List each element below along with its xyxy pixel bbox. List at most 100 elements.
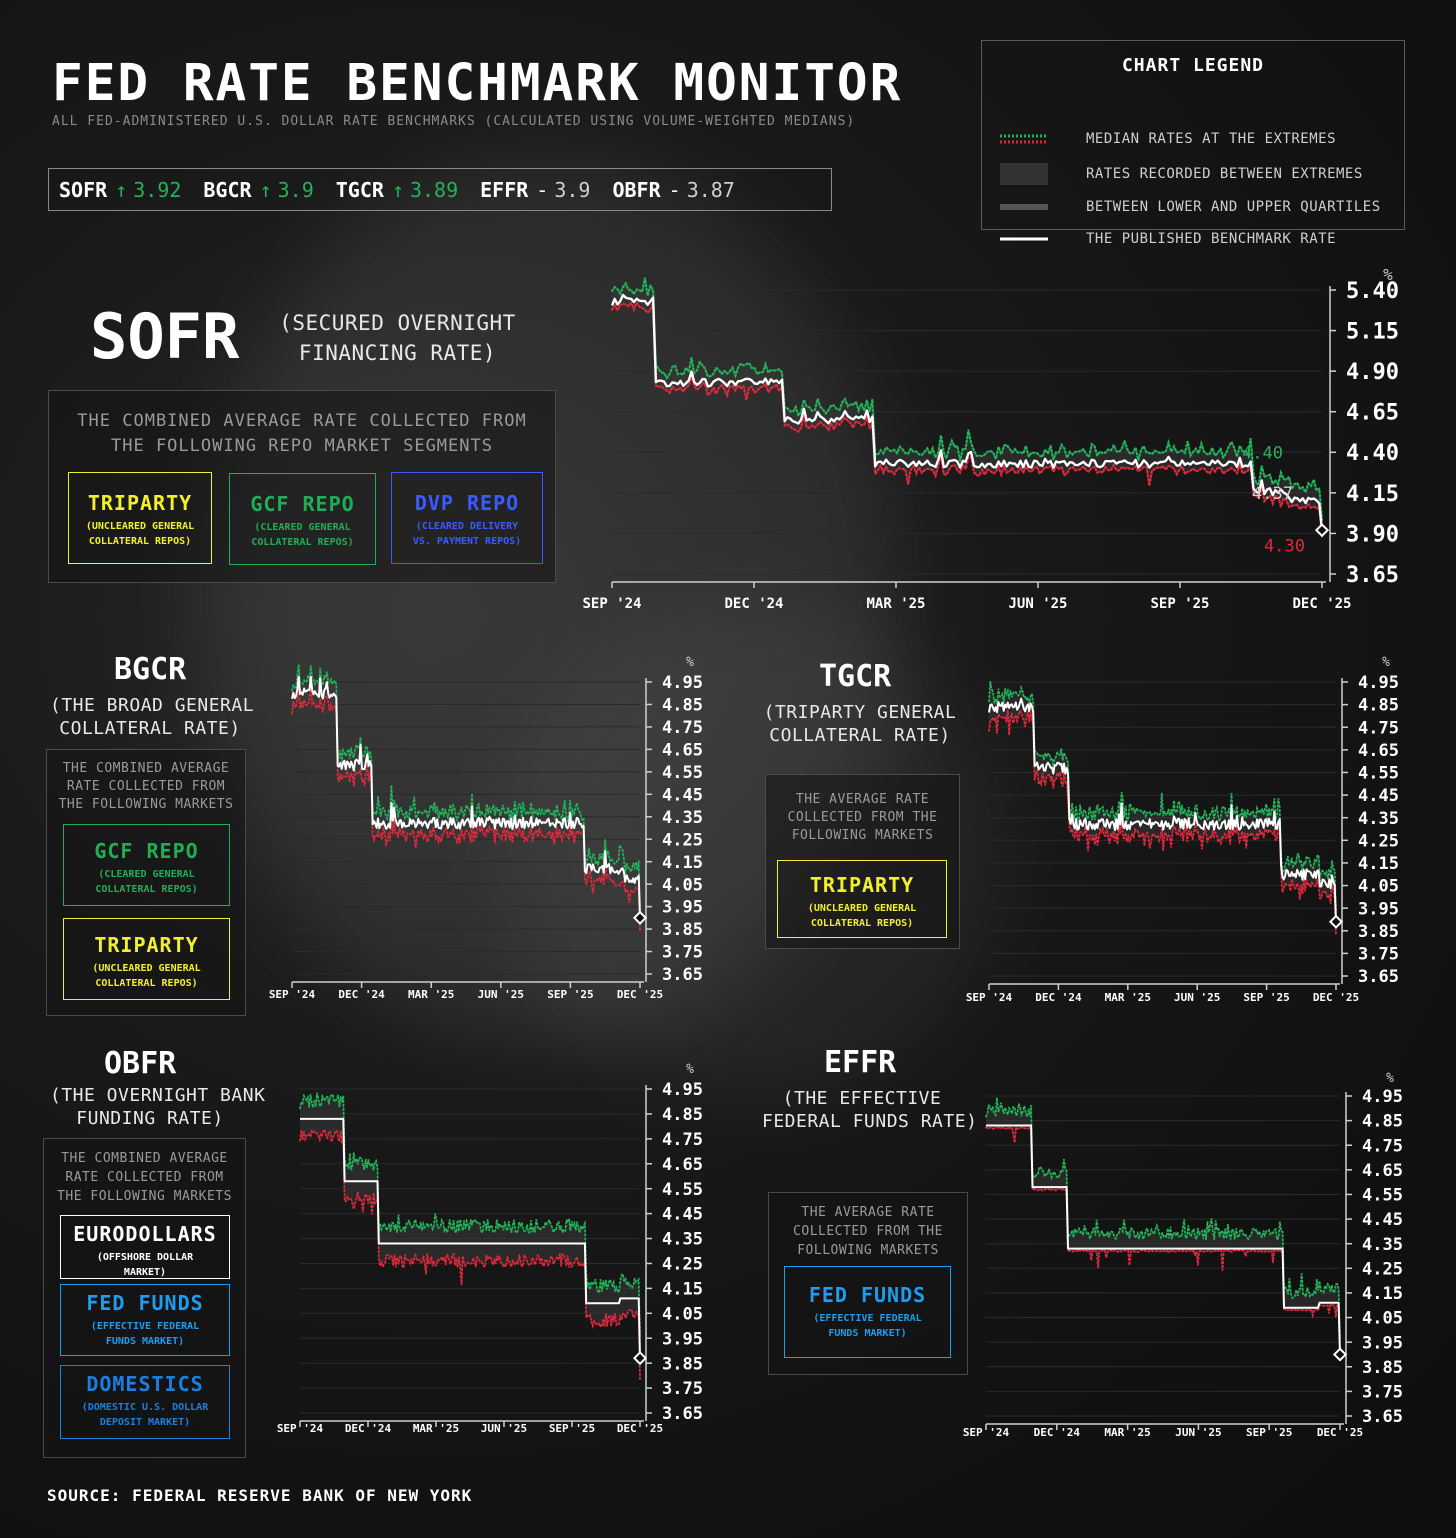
- x-tick-label: MAR '25: [413, 1422, 459, 1435]
- series-upper-extreme: [610, 277, 1324, 521]
- y-tick-label: 3.65: [662, 965, 703, 985]
- y-tick-label: 4.95: [1362, 1087, 1403, 1107]
- x-tick-label: JUN '25: [1008, 596, 1067, 612]
- bgcr-full-name: (THE BROAD GENERAL COLLATERAL RATE): [50, 694, 254, 740]
- tgcr-chart: 4.95 4.854.75 4.65 4.554.45 4.354.25 4.15 4.05…: [966, 655, 1399, 1004]
- series-benchmark-line: [291, 675, 641, 918]
- x-tick-label: DEC '25: [1317, 1426, 1363, 1439]
- y-tick-label: 4.25: [662, 1255, 703, 1275]
- market-desc: (CLEARED GENERAL: [98, 869, 195, 880]
- y-tick-label: 4.95: [662, 673, 703, 693]
- series-lower-extreme: [985, 1125, 1341, 1358]
- y-tick-label: 4.15: [662, 1280, 703, 1300]
- unit-label: %: [686, 655, 694, 670]
- x-tick-label: JUN '25: [478, 988, 524, 1001]
- y-tick-label: 4.85: [662, 1105, 703, 1125]
- y-tick-label: 4.15: [662, 853, 703, 873]
- y-tick-label: 4.75: [1358, 718, 1399, 738]
- series-benchmark-line: [988, 697, 1337, 922]
- y-tick-label: 4.45: [662, 785, 703, 805]
- up-arrow-icon: ↑: [259, 177, 272, 202]
- y-tick-label: 4.85: [1362, 1112, 1403, 1132]
- market-desc: DEPOSIT MARKET): [99, 1417, 191, 1428]
- x-tick-label: SEP '24: [269, 988, 316, 1001]
- x-tick-label: SEP '24: [966, 991, 1013, 1004]
- effr-full-name: (THE EFFECTIVE FEDERAL FUNDS RATE): [762, 1087, 978, 1133]
- y-tick-label: 4.55: [1358, 764, 1399, 784]
- flat-dash-icon: -: [668, 177, 681, 202]
- series-lower-extreme: [610, 300, 1324, 538]
- y-tick-label: 4.65: [1362, 1161, 1403, 1181]
- y-tick-label: 4.55: [662, 1180, 703, 1200]
- effr-full-line-2: FEDERAL FUNDS RATE): [762, 1111, 978, 1132]
- annotation-upper: 4.40: [1242, 443, 1283, 463]
- series-upper-extreme: [299, 1092, 641, 1336]
- effr-segments-box: THE AVERAGE RATE COLLECTED FROM THE FOLL…: [768, 1192, 968, 1375]
- market-desc: (DOMESTIC U.S. DOLLAR: [81, 1402, 209, 1413]
- effr-market-fedfunds: FED FUNDS (EFFECTIVE FEDERAL FUNDS MARKET): [784, 1266, 951, 1358]
- ticker-name: BGCR: [203, 177, 252, 202]
- y-tick-label: 3.95: [1358, 899, 1399, 919]
- sofr-desc-line-2: THE FOLLOWING REPO MARKET SEGMENTS: [111, 436, 493, 456]
- series-benchmark-line: [986, 1124, 1341, 1355]
- y-tick-label: 3.95: [1362, 1333, 1403, 1353]
- market-desc: COLLATERAL REPOS): [251, 537, 354, 548]
- y-tick-label: 4.40: [1346, 441, 1399, 466]
- extremes-range-area: [292, 664, 640, 932]
- unit-label: %: [1386, 1071, 1394, 1086]
- y-tick-label: 3.85: [1358, 922, 1399, 942]
- source-note: SOURCE: FEDERAL RESERVE BANK OF NEW YORK: [47, 1486, 473, 1505]
- tgcr-market-triparty: TRIPARTY (UNCLEARED GENERAL COLLATERAL REP…: [777, 860, 947, 938]
- tgcr-name: TGCR: [819, 659, 892, 694]
- obfr-segments-box: THE COMBINED AVERAGE RATE COLLECTED FROM…: [43, 1138, 246, 1458]
- up-arrow-icon: ↑: [391, 177, 404, 202]
- latest-value-marker: [1328, 914, 1344, 929]
- tgcr-segments-box: THE AVERAGE RATE COLLECTED FROM THE FOLL…: [765, 774, 960, 949]
- market-desc: (CLEARED DELIVERY: [415, 521, 519, 532]
- y-tick-label: 4.15: [1358, 854, 1399, 874]
- y-tick-label: 4.90: [1346, 360, 1399, 385]
- bgcr-desc-line-1: THE COMBINED AVERAGE: [62, 761, 230, 776]
- extremes-range-area: [300, 1092, 640, 1381]
- sofr-full-line-2: FINANCING RATE): [298, 341, 497, 365]
- obfr-desc-line-2: RATE COLLECTED FROM: [65, 1170, 224, 1185]
- y-tick-label: 4.75: [662, 1130, 703, 1150]
- x-tick-label: SEP '25: [549, 1422, 595, 1435]
- latest-value-marker: [1332, 1347, 1348, 1362]
- latest-value-marker: [632, 1351, 648, 1366]
- sofr-segments-desc: THE COMBINED AVERAGE RATE COLLECTED FROM…: [49, 409, 555, 459]
- y-tick-label: 4.35: [662, 808, 703, 828]
- x-tick-label: DEC '25: [1292, 596, 1351, 612]
- obfr-market-eurodollars: EURODOLLARS (OFFSHORE DOLLAR MARKET): [60, 1215, 230, 1279]
- x-tick-label: DEC '24: [345, 1422, 392, 1435]
- market-desc: (CLEARED GENERAL: [254, 522, 351, 533]
- legend-item-benchmark: THE PUBLISHED BENCHMARK RATE: [1000, 231, 1336, 247]
- y-tick-label: 4.05: [1358, 877, 1399, 897]
- sofr-desc-line-1: THE COMBINED AVERAGE RATE COLLECTED FROM: [77, 411, 527, 431]
- bgcr-chart: 4.95 4.854.75 4.654.554.45 4.354.25 4.154.05…: [269, 655, 703, 1001]
- y-tick-label: 5.40: [1346, 279, 1399, 304]
- x-tick-label: MAR '25: [408, 988, 454, 1001]
- y-tick-label: 4.45: [1362, 1210, 1403, 1230]
- sofr-full-line-1: (SECURED OVERNIGHT: [279, 311, 516, 335]
- market-desc: VS. PAYMENT REPOS): [412, 536, 522, 547]
- ticker-value: 3.89: [409, 177, 459, 202]
- obfr-name: OBFR: [104, 1046, 177, 1081]
- annotation-lower: 4.30: [1264, 536, 1305, 556]
- page-subtitle: ALL FED-ADMINISTERED U.S. DOLLAR RATE BE…: [52, 114, 856, 129]
- y-tick-label: 4.65: [1346, 401, 1399, 426]
- flat-dash-icon: -: [536, 177, 549, 202]
- market-desc: MARKET): [123, 1267, 167, 1278]
- obfr-chart: 4.95 4.85 4.75 4.65 4.55 4.45 4.35 4.25 4.15 4.05…: [277, 1062, 703, 1435]
- market-name: DOMESTICS: [86, 1372, 204, 1396]
- market-name: GCF REPO: [94, 839, 199, 863]
- y-tick-label: 3.75: [1358, 945, 1399, 965]
- obfr-full-name: (THE OVERNIGHT BANK FUNDING RATE): [50, 1084, 265, 1130]
- bgcr-market-gcf: GCF REPO (CLEARED GENERAL COLLATERAL REPOS…: [63, 824, 230, 906]
- obfr-desc-line-3: THE FOLLOWING MARKETS: [57, 1189, 232, 1204]
- bgcr-segments-desc: THE COMBINED AVERAGE RATE COLLECTED FROM…: [47, 760, 245, 814]
- y-tick-label: 3.90: [1346, 522, 1399, 547]
- x-tick-label: DEC '24: [724, 596, 783, 612]
- y-tick-label: 3.65: [1358, 967, 1399, 987]
- market-desc: FUNDS MARKET): [828, 1328, 907, 1339]
